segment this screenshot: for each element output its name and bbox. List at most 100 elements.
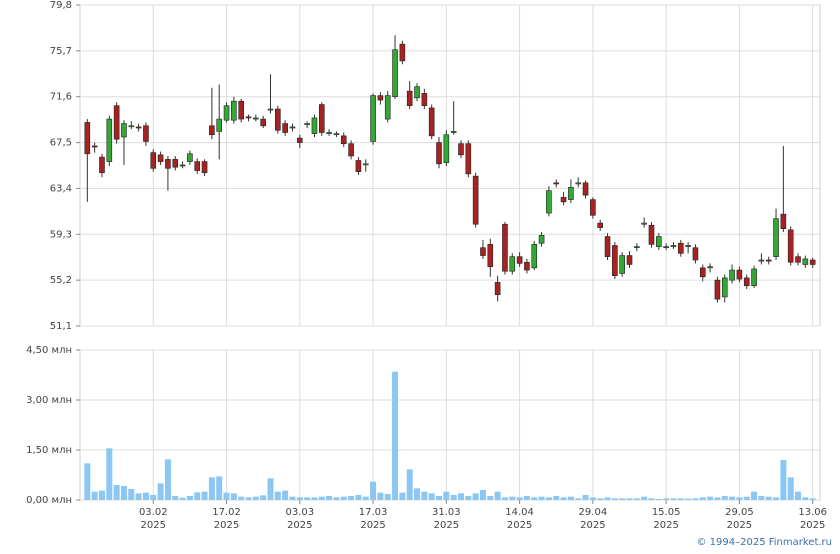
candle-body [209,125,215,136]
volume-bar [494,491,501,500]
candle-body [590,199,596,216]
volume-bar [692,498,699,500]
y2-tick-label: 4,50 млн [26,345,72,356]
volume-bar [597,498,604,500]
volume-bar [311,497,318,500]
volume-bar [648,498,655,500]
x-tick-label: 29.05 [725,507,754,518]
candle-body [641,222,647,225]
candle-body [370,95,376,142]
y2-tick-label: 1,50 млн [26,445,72,456]
volume-bar [553,496,560,500]
volume-bar [773,497,780,500]
candle-body [553,182,560,185]
candle-body [736,269,743,280]
candle-body [516,256,523,264]
candle-body [751,268,757,287]
candle-body [450,131,457,133]
candle-body [128,125,135,128]
volume-bar [392,371,399,500]
candle-body [421,93,428,106]
volume-panel [79,349,821,501]
volume-bar [589,497,596,500]
volume-bar [465,496,472,500]
volume-bar [164,459,171,500]
candle-body [311,117,318,134]
copyright-link[interactable]: © 1994–2025 Finmarket.ru [696,537,832,548]
candle-body [348,143,354,157]
y2-tick-label: 3,00 млн [26,395,72,406]
candle-body [326,132,332,134]
volume-bar [326,496,333,500]
candle-body [333,133,340,136]
volume-bar [670,498,677,500]
volume-bar [809,498,816,500]
volume-bar [531,497,538,500]
x-tick-label: 31.03 [432,507,461,518]
candle-body [743,277,750,287]
volume-bar [795,491,802,500]
candle-body [414,86,420,99]
volume-bar [172,496,179,500]
candle-body [399,43,406,62]
candle-body [179,164,186,167]
candle-body [143,125,149,142]
candle-body [289,126,296,129]
volume-bar [450,495,457,500]
volume-bar [641,496,648,500]
candle-body [494,282,501,295]
x-tick-sublabel: 2025 [141,520,166,531]
volume-bar [399,492,406,500]
x-tick-label: 13.06 [798,507,827,518]
volume-bar [472,493,479,500]
x-tick-sublabel: 2025 [434,520,459,531]
volume-bar [421,491,428,500]
volume-bar [677,498,684,500]
candle-body [84,122,91,155]
candle-body [634,246,640,249]
volume-bar [128,489,135,500]
candle-body [524,261,530,271]
volume-bar [274,491,281,500]
volume-bar [260,495,267,500]
x-tick-label: 17.03 [359,507,388,518]
volume-bar [98,490,105,500]
candle-body [384,95,391,120]
volume-bar [523,496,530,500]
volume-bar [721,496,728,500]
x-tick-label: 03.03 [285,507,314,518]
volume-bar [348,496,355,500]
candle-body [729,269,735,281]
volume-bar [479,490,486,500]
volume-bar [685,498,692,500]
candle-body [267,108,274,111]
volume-bar [179,497,186,500]
candle-body [201,161,208,174]
candle-body [670,245,677,247]
candle-body [480,247,486,256]
volume-bar [289,496,296,500]
volume-bar [560,497,567,500]
candle-body [318,104,325,133]
volume-bar [106,448,113,500]
candle-body [575,182,582,185]
volume-bar [428,493,435,500]
volume-bar [406,469,413,500]
candle-body [172,159,179,168]
candle-body [238,100,244,120]
y-tick-label: 63,4 [50,183,72,194]
candle-body [362,163,369,166]
volume-bar [780,460,787,500]
volume-bar [736,497,743,500]
y-tick-label: 51,1 [50,321,72,332]
candle-body [165,159,171,169]
volume-bar [216,476,223,500]
volume-bar [619,498,626,500]
candle-body [502,223,508,272]
candle-body [685,245,691,247]
volume-bar [318,496,325,500]
y-tick-label: 59,3 [50,229,72,240]
candle-body [677,242,684,254]
volume-bar [414,488,421,500]
